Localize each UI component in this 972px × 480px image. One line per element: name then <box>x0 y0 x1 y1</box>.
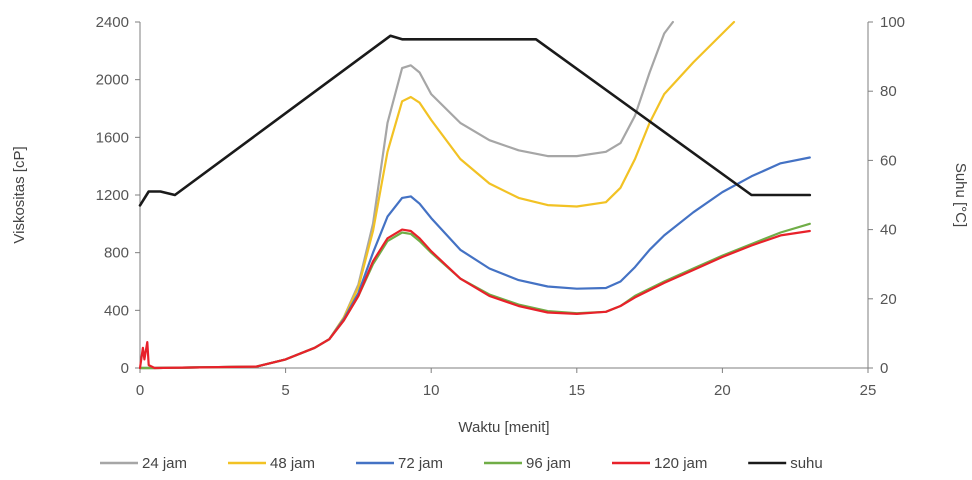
tick-marks: 0 5 10 15 20 25040080012001600200024000204060… <box>96 14 905 399</box>
y-tick-label: 800 <box>104 245 129 262</box>
y2-tick-label: 100 <box>880 14 905 31</box>
legend-label: 72 jam <box>398 455 443 472</box>
y-tick-label: 1600 <box>96 129 129 146</box>
series-line-48-jam <box>138 20 736 370</box>
legend-label: 120 jam <box>654 455 707 472</box>
x-axis-title: Waktu [menit] <box>458 419 549 436</box>
series-line-24-jam <box>138 20 675 370</box>
y-tick-label: 2400 <box>96 14 129 31</box>
x-tick-label: 25 <box>860 382 877 399</box>
legend-label: 48 jam <box>270 455 315 472</box>
series-line-96-jam <box>138 222 811 370</box>
x-tick-label: 0 <box>136 382 144 399</box>
y2-tick-label: 0 <box>880 360 888 377</box>
x-tick-label: 15 <box>568 382 585 399</box>
x-tick-label: 5 <box>281 382 289 399</box>
series-line-120-jam <box>138 228 811 370</box>
y2-tick-label: 60 <box>880 152 897 169</box>
y2-axis-title: Suhu [°C] <box>952 163 969 227</box>
y2-tick-label: 40 <box>880 222 897 239</box>
y-tick-label: 400 <box>104 302 129 319</box>
legend-label: suhu <box>790 455 823 472</box>
legend: 24 jam 48 jam 72 jam 96 jam 120 jam suhu <box>100 455 823 472</box>
series-line-suhu <box>138 34 812 207</box>
y2-tick-label: 20 <box>880 291 897 308</box>
x-tick-label: 20 <box>714 382 731 399</box>
y-tick-label: 2000 <box>96 72 129 89</box>
legend-label: 96 jam <box>526 455 571 472</box>
y-axis-title: Viskositas [cP] <box>11 146 28 243</box>
series-lines <box>138 20 812 370</box>
y-tick-label: 1200 <box>96 187 129 204</box>
y2-tick-label: 80 <box>880 83 897 100</box>
y-tick-label: 0 <box>121 360 129 377</box>
legend-label: 24 jam <box>142 455 187 472</box>
x-tick-label: 10 <box>423 382 440 399</box>
